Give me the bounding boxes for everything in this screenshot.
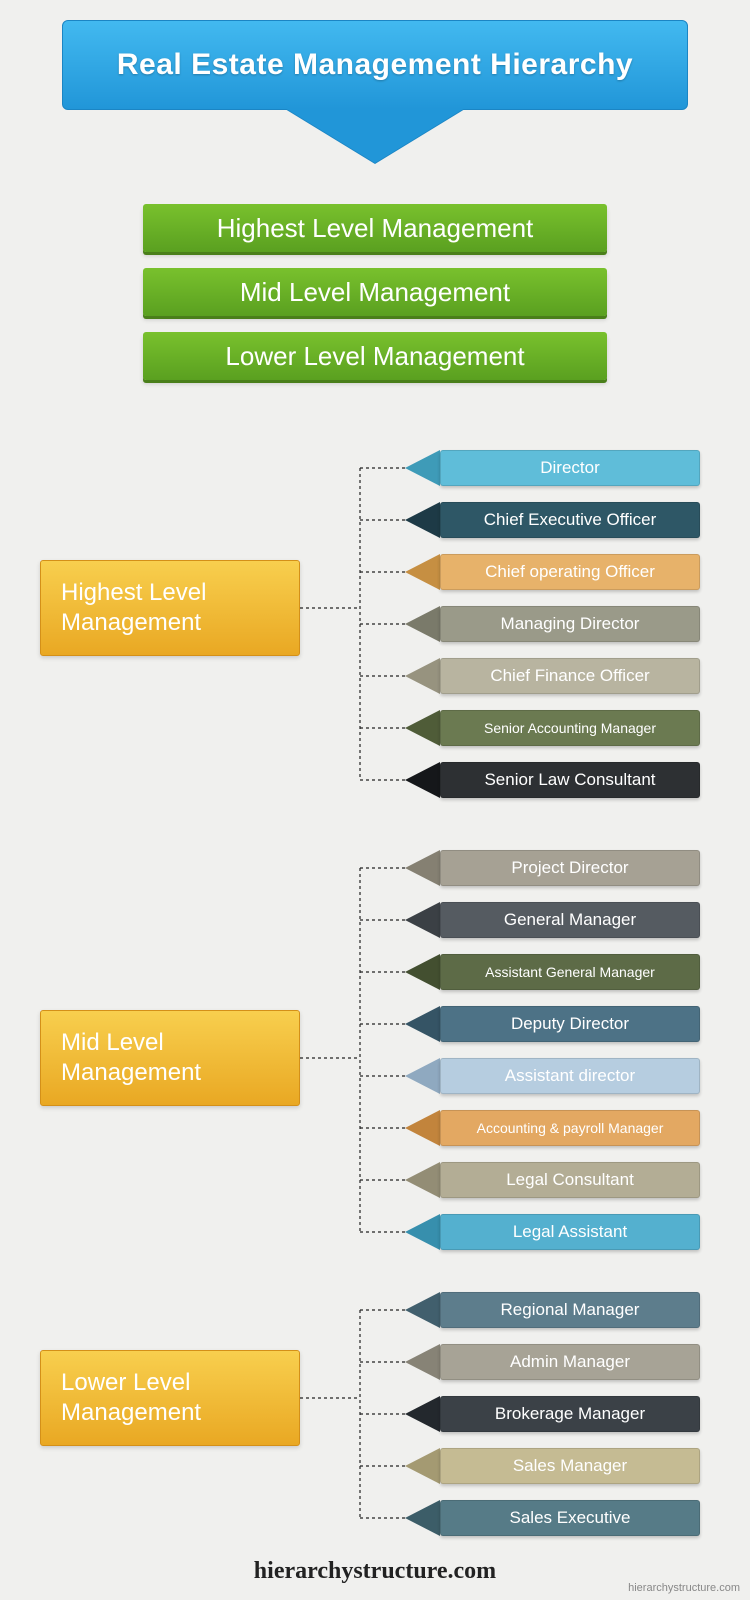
- role-bar: Sales Executive: [440, 1500, 700, 1536]
- category-box: Highest Level Management: [40, 560, 300, 656]
- role-label: Chief Finance Officer: [490, 666, 649, 686]
- role-arrow-icon: [405, 502, 440, 538]
- role-label: Assistant General Manager: [485, 964, 655, 980]
- role-label: Director: [540, 458, 600, 478]
- role-bar: Legal Consultant: [440, 1162, 700, 1198]
- role-label: Admin Manager: [510, 1352, 630, 1372]
- category-label: Highest Level Management: [61, 578, 206, 638]
- role-arrow-icon: [405, 450, 440, 486]
- role-arrow-icon: [405, 1500, 440, 1536]
- level-pill-label: Highest Level Management: [217, 213, 534, 244]
- role-arrow-icon: [405, 1110, 440, 1146]
- role-bar: Admin Manager: [440, 1344, 700, 1380]
- role-arrow-icon: [405, 1396, 440, 1432]
- role-arrow-icon: [405, 850, 440, 886]
- role-arrow-icon: [405, 762, 440, 798]
- role-bar: Assistant General Manager: [440, 954, 700, 990]
- role-label: Project Director: [511, 858, 628, 878]
- role-bar: Accounting & payroll Manager: [440, 1110, 700, 1146]
- title-chevron-down-icon: [285, 108, 465, 163]
- role-bar: Deputy Director: [440, 1006, 700, 1042]
- role-bar: Senior Accounting Manager: [440, 710, 700, 746]
- category-box: Mid Level Management: [40, 1010, 300, 1106]
- role-label: Legal Consultant: [506, 1170, 634, 1190]
- role-arrow-icon: [405, 658, 440, 694]
- role-label: Senior Law Consultant: [484, 770, 655, 790]
- role-label: Managing Director: [501, 614, 640, 634]
- role-label: Assistant director: [505, 1066, 635, 1086]
- role-label: Senior Accounting Manager: [484, 720, 656, 736]
- role-arrow-icon: [405, 1344, 440, 1380]
- role-arrow-icon: [405, 1162, 440, 1198]
- category-label: Lower Level Management: [61, 1368, 201, 1428]
- role-bar: Chief Executive Officer: [440, 502, 700, 538]
- role-bar: Managing Director: [440, 606, 700, 642]
- role-label: Regional Manager: [501, 1300, 640, 1320]
- role-bar: Brokerage Manager: [440, 1396, 700, 1432]
- level-pill: Mid Level Management: [143, 268, 607, 316]
- level-pill-label: Lower Level Management: [225, 341, 524, 372]
- title-banner: Real Estate Management Hierarchy: [62, 20, 688, 110]
- role-bar: Project Director: [440, 850, 700, 886]
- role-bar: Director: [440, 450, 700, 486]
- role-bar: General Manager: [440, 902, 700, 938]
- role-arrow-icon: [405, 1214, 440, 1250]
- role-label: General Manager: [504, 910, 636, 930]
- footer-text: hierarchystructure.com: [254, 1558, 496, 1584]
- title-text: Real Estate Management Hierarchy: [117, 48, 633, 82]
- role-arrow-icon: [405, 954, 440, 990]
- role-bar: Senior Law Consultant: [440, 762, 700, 798]
- role-arrow-icon: [405, 710, 440, 746]
- level-pill: Highest Level Management: [143, 204, 607, 252]
- role-arrow-icon: [405, 1292, 440, 1328]
- level-pill-label: Mid Level Management: [240, 277, 510, 308]
- role-label: Chief Executive Officer: [484, 510, 657, 530]
- role-arrow-icon: [405, 554, 440, 590]
- role-label: Legal Assistant: [513, 1222, 627, 1242]
- role-arrow-icon: [405, 902, 440, 938]
- watermark: hierarchystructure.com: [628, 1582, 740, 1594]
- role-label: Deputy Director: [511, 1014, 629, 1034]
- role-arrow-icon: [405, 1058, 440, 1094]
- role-bar: Legal Assistant: [440, 1214, 700, 1250]
- role-label: Brokerage Manager: [495, 1404, 645, 1424]
- role-arrow-icon: [405, 606, 440, 642]
- role-label: Sales Manager: [513, 1456, 627, 1476]
- category-box: Lower Level Management: [40, 1350, 300, 1446]
- role-label: Sales Executive: [510, 1508, 631, 1528]
- role-arrow-icon: [405, 1448, 440, 1484]
- role-bar: Sales Manager: [440, 1448, 700, 1484]
- level-pill: Lower Level Management: [143, 332, 607, 380]
- category-label: Mid Level Management: [61, 1028, 201, 1088]
- role-label: Chief operating Officer: [485, 562, 655, 582]
- role-bar: Chief operating Officer: [440, 554, 700, 590]
- role-arrow-icon: [405, 1006, 440, 1042]
- role-label: Accounting & payroll Manager: [477, 1120, 664, 1136]
- role-bar: Chief Finance Officer: [440, 658, 700, 694]
- footer-credit: hierarchystructure.com: [0, 1558, 750, 1585]
- role-bar: Regional Manager: [440, 1292, 700, 1328]
- role-bar: Assistant director: [440, 1058, 700, 1094]
